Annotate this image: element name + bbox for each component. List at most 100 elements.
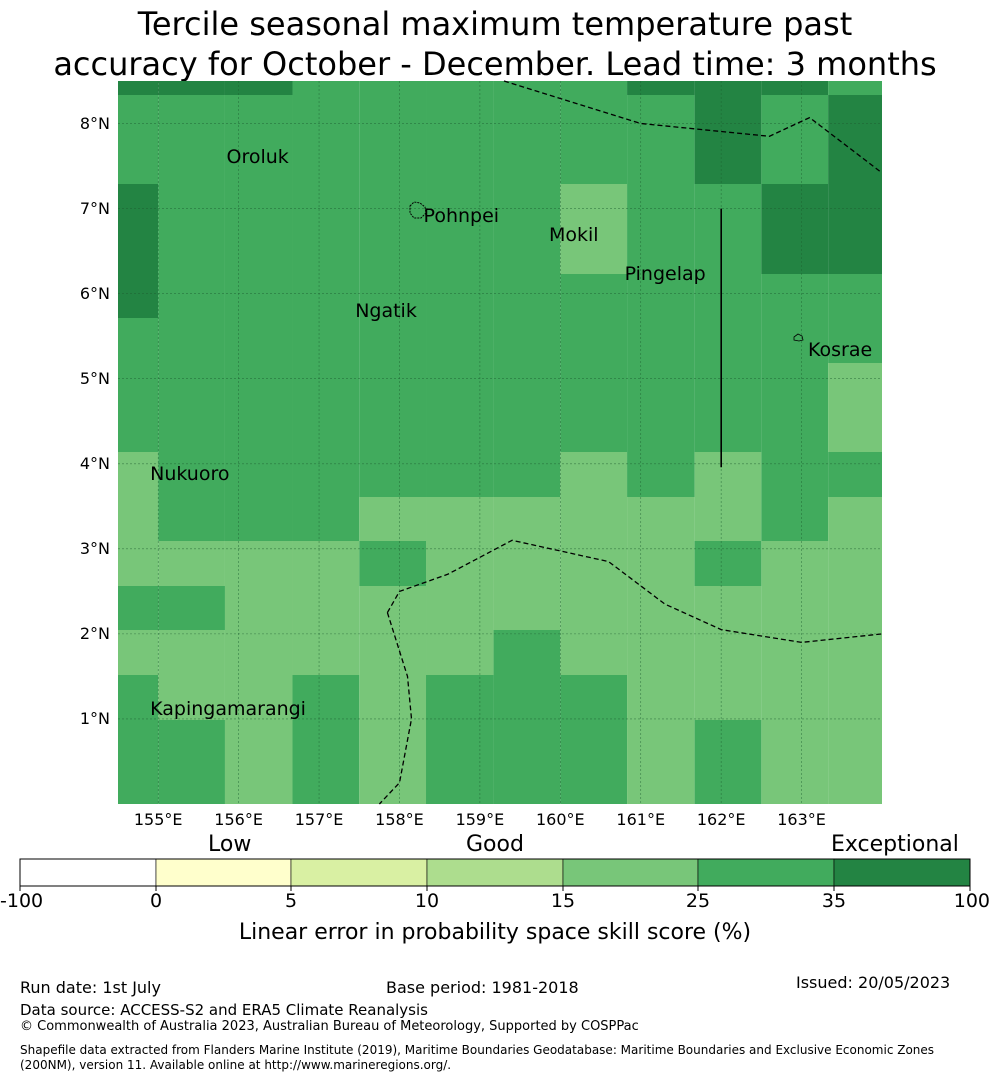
skill-cell xyxy=(828,720,882,765)
skill-cell xyxy=(118,363,159,452)
skill-cell xyxy=(560,630,628,675)
skill-cell xyxy=(627,497,695,541)
longitude-label: 161°E xyxy=(616,810,666,829)
skill-cell xyxy=(292,81,360,95)
skill-cell xyxy=(828,586,882,630)
skill-cell xyxy=(118,318,159,363)
copyright: © Commonwealth of Australia 2023, Austra… xyxy=(20,1019,639,1034)
skill-cell xyxy=(627,541,695,586)
skill-cell xyxy=(158,541,225,586)
eez-boundary-line xyxy=(503,80,883,174)
skill-cell xyxy=(292,184,360,274)
skill-cell xyxy=(359,184,427,274)
skill-cell xyxy=(761,675,829,720)
skill-cell xyxy=(292,720,360,765)
skill-cell xyxy=(694,675,762,720)
skill-cell xyxy=(627,765,695,804)
skill-cell xyxy=(493,720,561,765)
skill-cell xyxy=(493,452,561,497)
skill-cell xyxy=(359,497,427,541)
skill-cell xyxy=(694,586,762,630)
chart-title-line-2: accuracy for October - December. Lead ti… xyxy=(53,45,937,83)
colorbar-tick-label: 35 xyxy=(821,890,847,912)
colorbar-segment xyxy=(833,858,971,887)
skill-cell xyxy=(627,720,695,765)
latitude-label: 1°N xyxy=(79,708,110,728)
skill-cell xyxy=(493,363,561,452)
skill-cell xyxy=(560,497,628,541)
skill-cell xyxy=(560,675,628,720)
eez-boundary-line xyxy=(386,539,883,644)
longitude-label: 158°E xyxy=(375,810,424,829)
skill-cell xyxy=(627,184,695,274)
issued-date: Issued: 20/05/2023 xyxy=(796,973,951,992)
skill-cell xyxy=(359,95,427,184)
skill-cell xyxy=(292,541,360,586)
pohnpei-island-outline xyxy=(409,201,427,219)
colorbar-tick-label: 100 xyxy=(953,890,990,912)
latitude-label: 8°N xyxy=(79,113,110,133)
skill-cell xyxy=(224,452,293,497)
skill-cell xyxy=(158,452,225,497)
skill-cell xyxy=(694,184,762,274)
skill-cell xyxy=(828,274,882,318)
skill-cell xyxy=(158,765,225,804)
colorbar-segment xyxy=(290,858,428,887)
skill-cell xyxy=(627,363,695,452)
skill-cell xyxy=(560,720,628,765)
longitude-label: 159°E xyxy=(455,810,505,829)
skill-cell xyxy=(224,363,293,452)
longitude-label: 157°E xyxy=(294,810,344,829)
skill-cell xyxy=(761,720,829,765)
skill-cell xyxy=(828,765,882,804)
skill-cell xyxy=(158,363,225,452)
skill-cell xyxy=(292,452,360,497)
skill-cell xyxy=(694,452,762,497)
place-label: Pohnpei xyxy=(423,205,500,228)
skill-cell xyxy=(426,95,494,184)
skill-cell xyxy=(292,675,360,720)
skill-cell xyxy=(292,95,360,184)
category-low-label: Low xyxy=(208,832,252,857)
skill-cell xyxy=(158,95,225,184)
skill-cell xyxy=(292,586,360,630)
skill-cell xyxy=(493,765,561,804)
latitude-label: 3°N xyxy=(79,538,110,558)
skill-cell xyxy=(828,497,882,541)
skill-cell xyxy=(694,274,762,318)
colorbar-title: Linear error in probability space skill … xyxy=(238,920,752,945)
skill-cell xyxy=(694,765,762,804)
latitude-label: 2°N xyxy=(79,623,110,643)
skill-cell xyxy=(627,675,695,720)
skill-cell xyxy=(118,452,159,497)
skill-cell xyxy=(493,541,561,586)
skill-cell xyxy=(359,630,427,675)
skill-cell xyxy=(224,497,293,541)
skill-cell xyxy=(828,630,882,675)
skill-cell xyxy=(627,586,695,630)
place-label: Pingelap xyxy=(624,262,706,285)
run-date: Run date: 1st July xyxy=(20,978,161,997)
colorbar-tick-label: 0 xyxy=(149,890,163,912)
skill-cell xyxy=(627,452,695,497)
skill-cell xyxy=(426,765,494,804)
skill-cell xyxy=(493,318,561,363)
skill-cell xyxy=(118,81,159,95)
skill-cell xyxy=(761,363,829,452)
skill-cell xyxy=(292,765,360,804)
skill-cell xyxy=(118,720,159,765)
skill-cell xyxy=(224,675,293,720)
skill-cell xyxy=(560,81,628,95)
skill-cell xyxy=(359,586,427,630)
category-good-label: Good xyxy=(466,832,524,857)
skill-cell xyxy=(560,95,628,184)
skill-cell xyxy=(426,81,494,95)
skill-cell xyxy=(292,497,360,541)
skill-cell xyxy=(761,630,829,675)
skill-cell xyxy=(359,541,427,586)
skill-cell xyxy=(828,81,882,95)
skill-cell xyxy=(158,81,225,95)
skill-cell xyxy=(426,363,494,452)
skill-cell xyxy=(627,95,695,184)
skill-cell xyxy=(359,274,427,318)
